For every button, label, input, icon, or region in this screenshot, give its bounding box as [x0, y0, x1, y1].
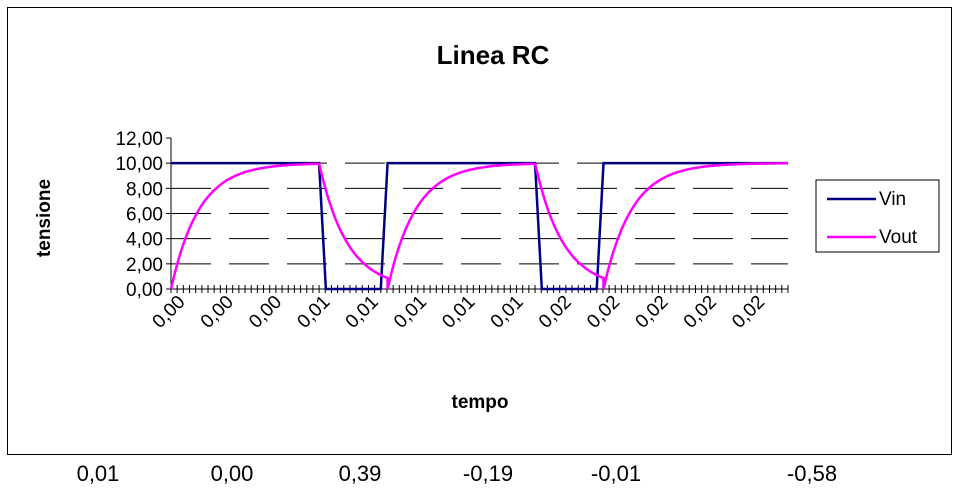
series-line-vin	[171, 161, 788, 291]
y-tick-label: 8,00	[126, 179, 163, 200]
gridlines	[171, 162, 788, 265]
x-tick-label: 0,02	[632, 292, 673, 333]
x-tick-label: 0,01	[342, 292, 383, 333]
x-tick-label: 0,01	[293, 292, 334, 333]
legend: Vin Vout	[815, 179, 940, 253]
y-tick-label: 6,00	[126, 205, 163, 226]
legend-box	[815, 179, 940, 253]
bottom-value: -0,19	[462, 461, 514, 486]
legend-label-vin: Vin	[879, 189, 906, 210]
x-tick-label: 0,00	[245, 292, 286, 333]
y-tick-label: 4,00	[126, 230, 163, 251]
series-line-vout	[169, 162, 789, 290]
legend-label-vout: Vout	[879, 227, 918, 248]
x-tick-label: 0,01	[487, 292, 528, 333]
y-tick-label: 10,00	[115, 154, 163, 175]
bottom-value: -0,01	[590, 461, 642, 486]
x-tick-label: 0,02	[728, 292, 769, 333]
bottom-value: 0,39	[338, 461, 382, 486]
y-tick-label: 2,00	[126, 255, 163, 276]
series-lines	[169, 161, 789, 291]
bottom-value: 0,00	[210, 461, 254, 486]
x-axis-title: tempo	[452, 392, 509, 413]
bottom-value: 0,01	[76, 461, 120, 486]
chart-frame: Linea RC tensione tempo 0,00 2,00 4,00 6,00…	[7, 7, 952, 455]
chart-svg: Linea RC tensione tempo 0,00 2,00 4,00 6,00…	[34, 40, 940, 413]
y-axis-title: tensione	[34, 179, 55, 257]
y-tick-label: 0,00	[126, 280, 163, 301]
x-tick-label: 0,00	[197, 292, 238, 333]
x-tick-labels: 0,00 0,00 0,00 0,01 0,01 0,01 0,01 0,01 0,02 0,02…	[149, 292, 770, 333]
axes	[166, 137, 789, 293]
bottom-value: -0,58	[786, 461, 838, 486]
chart-title: Linea RC	[437, 40, 550, 70]
x-tick-label: 0,02	[680, 292, 721, 333]
y-tick-labels: 0,00 2,00 4,00 6,00 8,00 10,00 12,00	[115, 129, 163, 301]
x-tick-label: 0,02	[583, 292, 624, 333]
y-tick-label: 12,00	[115, 129, 163, 150]
x-tick-label: 0,01	[438, 292, 479, 333]
x-tick-label: 0,01	[390, 292, 431, 333]
x-tick-label: 0,02	[535, 292, 576, 333]
bottom-value-row: 0,01 0,00 0,39 -0,19 -0,01 -0,58	[0, 455, 953, 493]
